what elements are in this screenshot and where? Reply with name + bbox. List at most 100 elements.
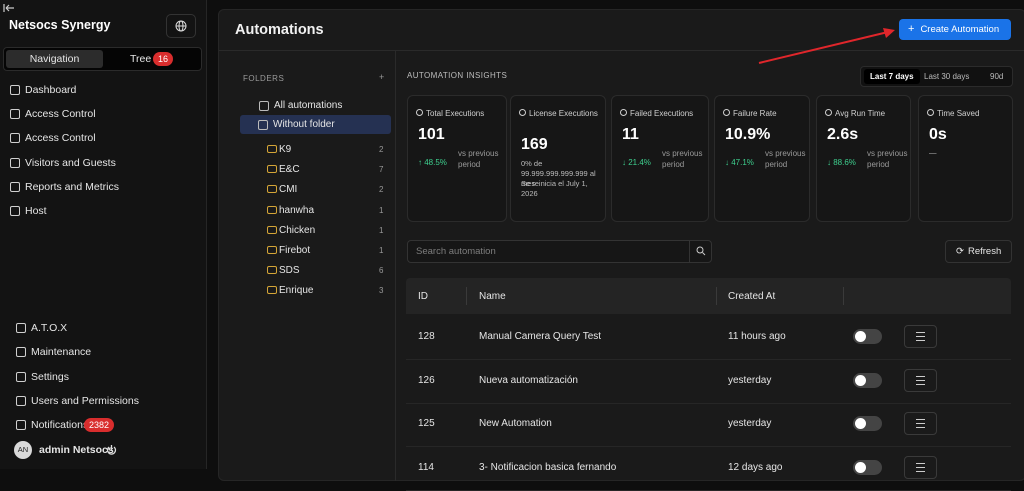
nav-label: Notifications [31,419,89,432]
column-header: Created At [728,291,776,302]
folder-icon [267,266,277,275]
folders-divider [395,51,396,481]
nav-item[interactable]: A.T.O.X [0,320,200,336]
row-menu[interactable] [904,455,937,479]
folder-count: 6 [379,266,384,276]
row-menu[interactable] [904,368,937,392]
folder-icon [258,120,268,130]
nav-icon [16,395,26,406]
table-cell: 125 [418,418,435,429]
folder-item[interactable]: hanwha 1 [259,203,394,219]
search-button[interactable] [689,241,712,262]
tree-badge: 16 [153,52,174,66]
folder-count: 1 [379,246,384,255]
toggle-switch[interactable] [853,329,882,344]
folder-count: 2 [379,185,384,195]
nav-icon [10,109,20,119]
folder-name: Firebot [279,245,311,256]
create-label: Create Automation [920,24,1000,35]
nav-label: Host [25,205,47,217]
card-line: — [929,148,937,157]
folder-item[interactable]: K9 2 [259,142,394,158]
table-row[interactable]: 125 New Automation yesterday [406,402,1011,447]
nav-item[interactable]: Notifications 2382 [0,417,200,433]
nav-item[interactable]: Visitors and Guests [0,155,200,171]
range-option[interactable]: 90d [990,72,1004,81]
card-value: 11 [622,126,639,143]
folder-item[interactable]: E&C 7 [259,162,394,178]
user-name: admin Netsocs [39,444,114,456]
collapse-icon[interactable] [3,3,15,13]
notification-badge: 2382 [84,418,115,433]
card-title: Total Executions [426,109,485,118]
insight-card: Total Executions 101 ↑ 48.5% vs previous pe… [407,95,507,222]
brand: Netsocs Synergy [9,18,111,32]
card-title: Failure Rate [733,109,777,118]
nav-label: Users and Permissions [31,394,139,407]
range-option[interactable]: Last 7 days [864,69,920,84]
sidebar: Netsocs Synergy Navigation Tree 16 AN ad… [0,0,207,469]
card-icon [927,109,934,116]
insight-card: Failed Executions 11 ↓ 21.4% vs previous pe… [611,95,709,222]
folder-item[interactable]: SDS 6 [259,263,394,279]
create-button[interactable]: + Create Automation [899,19,1011,40]
nav-item[interactable]: Dashboard [0,82,200,98]
main-panel: Automations + Create Automation FOLDERS +… [218,9,1024,491]
refresh-button[interactable]: ⟳ Refresh [945,240,1012,263]
all-automations[interactable]: All automations [274,100,343,111]
refresh-label: Refresh [967,246,1002,257]
folder-item[interactable]: Enrique 3 [259,283,394,299]
tabs: Navigation Tree 16 [3,47,202,71]
row-menu[interactable] [904,412,937,435]
folder-name: E&C [279,164,300,176]
card-value: 101 [418,126,445,143]
toggle-switch[interactable] [853,459,882,475]
power-icon[interactable] [106,444,117,455]
column-header: ID [418,291,428,302]
toggle-switch[interactable] [853,372,882,388]
card-icon [825,109,832,116]
nav-label: Access Control [25,108,96,120]
folder-item[interactable]: Firebot 1 [259,243,394,259]
card-icon [620,109,627,116]
card-change: ↓ 21.4% [622,158,651,167]
toggle-switch[interactable] [853,416,882,431]
folder-selected[interactable]: Without folder [240,115,391,134]
nav-item[interactable]: Access Control [0,106,200,122]
folder-icon [267,145,277,153]
table-row[interactable]: 114 3- Notificacion basica fernando 12 day… [406,446,1011,491]
range-option[interactable]: Last 30 days [924,72,970,81]
language-button[interactable] [166,14,196,38]
card-note: vs previous period [867,149,908,169]
nav-icon [16,323,26,333]
folder-count: 2 [379,145,384,154]
table-cell: Nueva automatización [479,374,578,386]
nav-item[interactable]: Users and Permissions [0,393,200,409]
table-cell: yesterday [728,374,772,386]
table-cell: Manual Camera Query Test [479,331,602,342]
nav-item[interactable]: Settings [0,369,200,385]
table-cell: 11 hours ago [728,331,786,342]
nav-icon [10,182,20,192]
search-box[interactable]: Search automation [407,240,712,263]
table-row[interactable]: 128 Manual Camera Query Test 11 hours ago [406,315,1011,360]
folder-item[interactable]: Chicken 1 [259,223,394,239]
nav-item[interactable]: Maintenance [0,344,200,360]
folder-icon [267,225,277,234]
tab-tree[interactable]: Tree [130,53,152,65]
nav-item[interactable]: Host [0,203,200,219]
folder-icon [267,185,277,194]
tab-navigation[interactable]: Navigation [6,50,103,68]
folder-name: hanwha [279,204,315,216]
search-placeholder: Search automation [416,246,496,257]
table-cell: New Automation [479,418,552,429]
nav-item[interactable]: Access Control [0,130,200,146]
folder-item[interactable]: CMI 2 [259,182,394,198]
card-change: ↓ 88.6% [827,158,856,167]
nav-item[interactable]: Reports and Metrics [0,179,200,195]
row-menu[interactable] [904,325,937,348]
table-row[interactable]: 126 Nueva automatización yesterday [406,359,1011,404]
nav-icon [16,371,26,382]
table-cell: 12 days ago [728,461,783,473]
add-folder[interactable]: + [379,72,385,82]
